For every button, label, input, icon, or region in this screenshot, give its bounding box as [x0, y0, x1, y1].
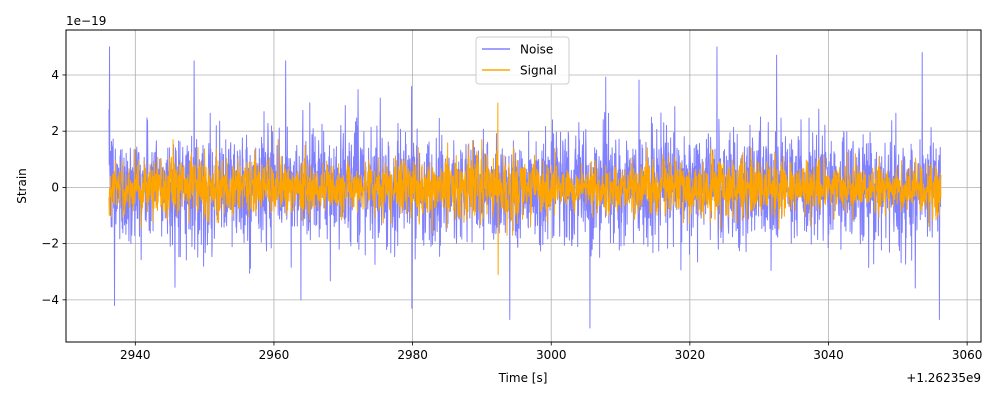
- y-tick-label: 2: [51, 124, 59, 138]
- y-tick-label: −2: [41, 237, 59, 251]
- y-scale-label: 1e−19: [66, 14, 106, 28]
- x-axis-label: Time [s]: [498, 371, 548, 385]
- axis-ticks: 2940 2960 2980 3000 3020 3040 3060 −4 −2 0 2 4: [41, 68, 982, 362]
- legend-noise-label: Noise: [520, 43, 553, 57]
- x-tick-label: 2980: [397, 348, 428, 362]
- series-signal-line: [108, 102, 942, 276]
- x-tick-label: 3000: [536, 348, 567, 362]
- y-tick-label: 4: [51, 68, 59, 82]
- x-tick-label: 2940: [120, 348, 151, 362]
- y-axis-label: Strain: [15, 168, 29, 204]
- x-tick-label: 3020: [675, 348, 706, 362]
- x-tick-label: 2960: [259, 348, 290, 362]
- y-tick-label: −4: [41, 293, 59, 307]
- x-offset-label: +1.26235e9: [906, 371, 981, 385]
- series-noise-line: [108, 46, 942, 329]
- legend: Noise Signal: [475, 36, 570, 85]
- x-tick-label: 3040: [813, 348, 844, 362]
- series-layer: [108, 46, 942, 329]
- legend-signal-label: Signal: [520, 64, 557, 78]
- plot-frame: [65, 29, 982, 343]
- x-tick-label: 3060: [952, 348, 983, 362]
- y-tick-label: 0: [51, 180, 59, 194]
